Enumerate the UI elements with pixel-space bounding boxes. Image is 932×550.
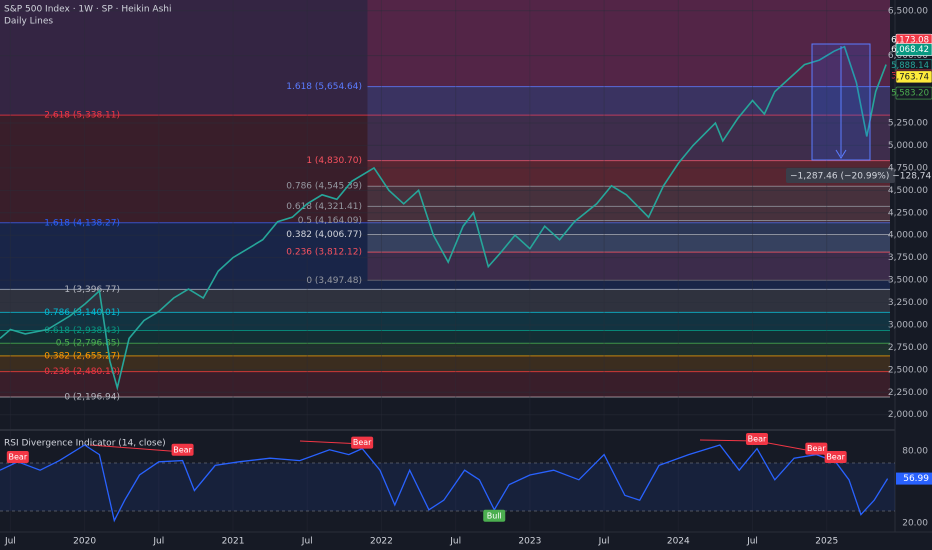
y-tick-label: 3,000.00 (888, 320, 928, 330)
x-tick-label: Jul (152, 537, 164, 547)
y-tick-label: 5,250.00 (888, 118, 928, 128)
x-tick-label: 2024 (667, 537, 690, 547)
signal-tag (171, 443, 194, 456)
measure-label-bg (786, 168, 895, 183)
fib-zone (0, 371, 890, 398)
price-badge-label: 6,068.42 (891, 45, 929, 55)
x-tick-label: 2020 (73, 537, 96, 547)
fib-label: 0.618 (4,321.41) (286, 202, 362, 212)
x-tick-label: Jul (598, 537, 610, 547)
signal-label: Bear (173, 445, 192, 454)
signal-tag (824, 450, 847, 463)
y-tick-label: 6,500.00 (888, 6, 928, 16)
fib-zone (0, 343, 890, 356)
fib-label: 0.382 (2,655.27) (44, 351, 120, 361)
rsi-line (0, 444, 889, 523)
signal-tag (745, 432, 768, 445)
y-tick-label: 2,250.00 (888, 388, 928, 398)
fib-zone (0, 312, 890, 331)
y-tick-label: 3,250.00 (888, 298, 928, 308)
price-badge-label: 5,763.74 (891, 72, 929, 82)
signal-label: Bear (748, 434, 767, 443)
rsi-band (0, 462, 895, 511)
fib-zone (0, 330, 890, 344)
fib-zone (367, 252, 891, 281)
y-tick-label: 4,000.00 (888, 231, 928, 241)
rsi-tick-label: 20.00 (902, 518, 928, 528)
fib-label: 0.5 (2,796.85) (56, 339, 120, 349)
y-tick-label: 3,750.00 (888, 253, 928, 263)
price-badge (895, 70, 932, 84)
x-tick-label: Jul (301, 537, 313, 547)
fib-label: 0.236 (3,812.12) (286, 248, 362, 258)
chart-title: S&P 500 Index · 1W · SP · Heikin Ashi (4, 5, 171, 15)
rsi-tick-label: 80.00 (902, 446, 928, 456)
fib-label: 1 (4,830.70) (306, 156, 362, 166)
y-tick-label: 6,000.00 (888, 51, 928, 61)
fib-label: 0 (2,196.94) (64, 393, 120, 403)
fib-zone (367, 86, 891, 161)
fib-label: 1.618 (4,138.27) (44, 218, 120, 228)
signal-label: Bear (353, 438, 372, 447)
signal-tag (805, 442, 828, 455)
signal-tag (351, 436, 374, 449)
signal-label: Bear (826, 452, 845, 461)
fib-label: 0.5 (4,164.09) (298, 216, 362, 226)
x-tick-label: 2025 (815, 537, 838, 547)
x-tick-label: Jul (449, 537, 461, 547)
y-tick-label: 4,500.00 (888, 186, 928, 196)
price-badge (895, 86, 932, 100)
price-line (0, 45, 887, 391)
fib-label: 0 (3,497.48) (306, 276, 362, 286)
x-tick-label: 2023 (518, 537, 541, 547)
fib-zone (0, 355, 890, 372)
y-tick-label: 2,000.00 (888, 410, 928, 420)
price-badge (895, 43, 932, 56)
fib-label: 1.618 (5,654.64) (286, 82, 362, 92)
y-tick-label: 5,000.00 (888, 141, 928, 151)
y-tick-label: 4,250.00 (888, 208, 928, 218)
price-badge-label: 5,888.14 (891, 61, 929, 71)
fib-zone (367, 234, 891, 253)
signal-tag (483, 509, 506, 522)
fib-label: 0.786 (3,140.01) (44, 308, 120, 318)
fib-top-zone (367, 0, 891, 87)
fib-zone (367, 220, 891, 235)
signal-label: Bear (807, 444, 826, 453)
signal-label: Bull (487, 511, 502, 520)
x-tick-label: 2022 (370, 537, 393, 547)
fib-label: 0.382 (4,006.77) (286, 230, 362, 240)
signal-tag (6, 450, 29, 463)
indicator-name: Daily Lines (4, 17, 53, 27)
fib-label: 0.236 (2,480.10) (44, 367, 120, 377)
y-tick-label: 2,750.00 (888, 343, 928, 353)
fib-zone (0, 115, 890, 223)
fib-zone (367, 206, 891, 221)
fib-top-zone (0, 0, 890, 116)
x-tick-label: 2021 (222, 537, 245, 547)
fib-label: 0.618 (2,938.43) (44, 326, 120, 336)
x-tick-label: Jul (4, 537, 16, 547)
y-tick-label: 3,500.00 (888, 276, 928, 286)
price-badge-label: 6,173.08 (891, 36, 929, 46)
rsi-last-badge (896, 472, 932, 485)
signal-label: Bear (9, 452, 28, 461)
fib-label: 2.618 (5,338.11) (44, 111, 120, 121)
fib-zone (0, 289, 890, 313)
y-tick-label: 4,750.00 (888, 163, 928, 173)
measure-label: −1,287.46 (−20.99%) −128,74 (790, 172, 932, 182)
x-tick-label: Jul (746, 537, 758, 547)
measure-arrow-head (835, 149, 847, 159)
price-badge-label: 5,583.20 (891, 89, 929, 99)
rsi-last-label: 56.99 (903, 474, 929, 484)
fib-label: 1 (3,396.77) (64, 285, 120, 295)
rsi-title: RSI Divergence Indicator (14, close) (4, 439, 166, 449)
y-tick-label: 2,500.00 (888, 365, 928, 375)
fib-label: 0.786 (4,545.39) (286, 182, 362, 192)
